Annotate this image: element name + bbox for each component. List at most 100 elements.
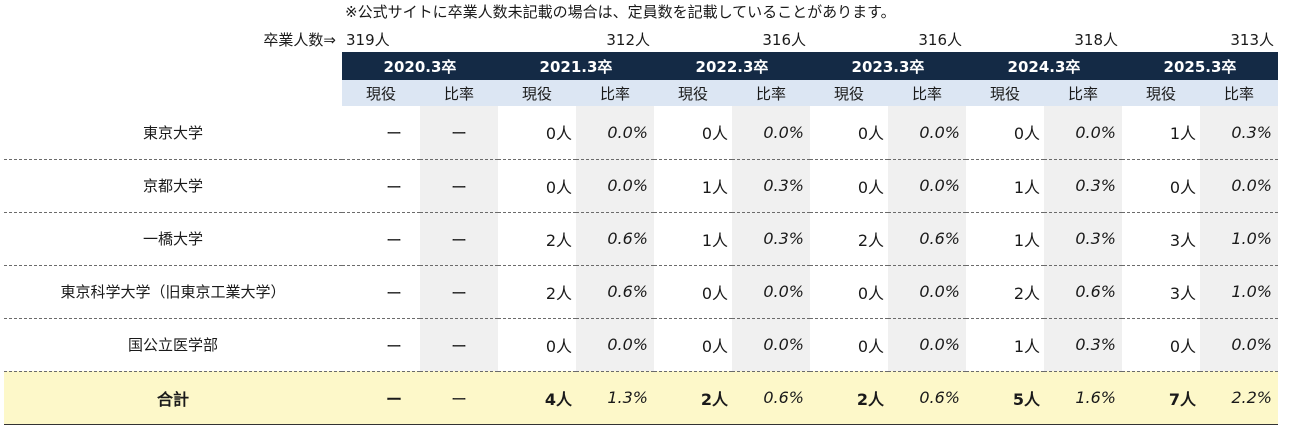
- cell-current: 0人: [1122, 159, 1200, 213]
- graduate-count-2021: 312人: [606, 30, 650, 49]
- cell-current: 3人: [1122, 212, 1200, 266]
- cell-current: 1人: [966, 212, 1044, 266]
- graduate-count-2022: 316人: [762, 30, 806, 49]
- cell-ratio: 0.0%: [732, 265, 810, 319]
- sub-header-ratio: 比率: [420, 80, 498, 106]
- cell-ratio: 0.3%: [1200, 106, 1278, 160]
- cell-ratio: 0.6%: [576, 265, 654, 319]
- cell-current: 0人: [654, 265, 732, 319]
- sub-header-row: 現役 比率 現役 比率 現役 比率 現役 比率 現役 比率 現役 比率: [4, 80, 1278, 106]
- total-current: 2人: [810, 371, 888, 425]
- year-header-2025: 2025.3卒: [1122, 52, 1278, 80]
- sub-header-ratio: 比率: [576, 80, 654, 106]
- cell-ratio: 0.3%: [732, 159, 810, 213]
- footnote: ※公式サイトに卒業人数未記載の場合は、定員数を記載していることがあります。: [345, 3, 896, 21]
- cell-current: ー: [342, 106, 420, 160]
- cell-ratio: 0.0%: [1200, 318, 1278, 372]
- cell-ratio: 0.3%: [1044, 159, 1122, 213]
- total-label: 合計: [4, 371, 342, 425]
- cell-ratio: 0.0%: [888, 318, 966, 372]
- cell-ratio: 0.0%: [576, 106, 654, 160]
- cell-ratio: ー: [420, 159, 498, 213]
- cell-current: 2人: [498, 265, 576, 319]
- cell-current: 0人: [654, 106, 732, 160]
- results-table: 卒業人数⇒ 319人 312人 316人 316人 318人 313人 2020…: [4, 26, 1278, 425]
- cell-ratio: ー: [420, 265, 498, 319]
- cell-current: ー: [342, 159, 420, 213]
- sub-header-current: 現役: [810, 80, 888, 106]
- total-ratio: 0.6%: [888, 371, 966, 425]
- total-current: 7人: [1122, 371, 1200, 425]
- year-header-2021: 2021.3卒: [498, 52, 654, 80]
- cell-current: 1人: [1122, 106, 1200, 160]
- cell-current: ー: [342, 318, 420, 372]
- total-ratio: ー: [420, 371, 498, 425]
- graduate-count-label: 卒業人数⇒: [263, 30, 336, 49]
- university-name: 東京大学: [4, 106, 342, 160]
- table-row: 一橋大学 ー ー 2人 0.6% 1人 0.3% 2人 0.6% 1人 0.3%…: [4, 212, 1278, 266]
- year-header-2020: 2020.3卒: [342, 52, 498, 80]
- cell-ratio: 0.0%: [888, 159, 966, 213]
- sub-header-ratio: 比率: [1044, 80, 1122, 106]
- cell-ratio: 0.0%: [888, 106, 966, 160]
- cell-ratio: ー: [420, 318, 498, 372]
- cell-ratio: 0.6%: [888, 212, 966, 266]
- sub-header-ratio: 比率: [732, 80, 810, 106]
- cell-ratio: ー: [420, 212, 498, 266]
- table-row: 東京科学大学（旧東京工業大学） ー ー 2人 0.6% 0人 0.0% 0人 0…: [4, 265, 1278, 319]
- cell-current: 2人: [498, 212, 576, 266]
- cell-ratio: 0.6%: [576, 212, 654, 266]
- cell-current: 3人: [1122, 265, 1200, 319]
- cell-current: 0人: [1122, 318, 1200, 372]
- cell-current: 0人: [810, 265, 888, 319]
- cell-current: 0人: [498, 106, 576, 160]
- cell-current: 1人: [654, 159, 732, 213]
- cell-current: 2人: [966, 265, 1044, 319]
- cell-ratio: 0.0%: [732, 318, 810, 372]
- cell-current: ー: [342, 212, 420, 266]
- cell-ratio: 0.0%: [1044, 106, 1122, 160]
- year-header-row: 2020.3卒 2021.3卒 2022.3卒 2023.3卒 2024.3卒 …: [4, 52, 1278, 80]
- university-name: 一橋大学: [4, 212, 342, 266]
- cell-ratio: 0.3%: [732, 212, 810, 266]
- cell-current: 0人: [810, 159, 888, 213]
- cell-ratio: 0.0%: [732, 106, 810, 160]
- cell-current: 1人: [966, 159, 1044, 213]
- cell-ratio: 0.0%: [888, 265, 966, 319]
- cell-current: 1人: [654, 212, 732, 266]
- year-header-2023: 2023.3卒: [810, 52, 966, 80]
- sub-header-ratio: 比率: [888, 80, 966, 106]
- year-header-2024: 2024.3卒: [966, 52, 1122, 80]
- total-current: 5人: [966, 371, 1044, 425]
- cell-current: 0人: [966, 106, 1044, 160]
- table-row: 東京大学 ー ー 0人 0.0% 0人 0.0% 0人 0.0% 0人 0.0%…: [4, 106, 1278, 160]
- cell-ratio: 0.3%: [1044, 212, 1122, 266]
- cell-ratio: ー: [420, 106, 498, 160]
- total-ratio: 1.3%: [576, 371, 654, 425]
- total-ratio: 0.6%: [732, 371, 810, 425]
- total-ratio: 2.2%: [1200, 371, 1278, 425]
- total-ratio: 1.6%: [1044, 371, 1122, 425]
- cell-current: 0人: [810, 106, 888, 160]
- cell-ratio: 0.3%: [1044, 318, 1122, 372]
- total-current: 2人: [654, 371, 732, 425]
- table-row: 京都大学 ー ー 0人 0.0% 1人 0.3% 0人 0.0% 1人 0.3%…: [4, 159, 1278, 213]
- sub-header-current: 現役: [654, 80, 732, 106]
- graduate-count-2024: 318人: [1074, 30, 1118, 49]
- cell-current: 1人: [966, 318, 1044, 372]
- cell-current: ー: [342, 265, 420, 319]
- sub-header-current: 現役: [966, 80, 1044, 106]
- graduate-count-2020: 319人: [346, 30, 390, 49]
- total-current: ー: [342, 371, 420, 425]
- cell-current: 2人: [810, 212, 888, 266]
- year-header-2022: 2022.3卒: [654, 52, 810, 80]
- cell-ratio: 1.0%: [1200, 265, 1278, 319]
- cell-current: 0人: [810, 318, 888, 372]
- graduate-count-2023: 316人: [918, 30, 962, 49]
- cell-ratio: 0.0%: [576, 159, 654, 213]
- total-current: 4人: [498, 371, 576, 425]
- graduate-count-row: 卒業人数⇒ 319人 312人 316人 316人 318人 313人: [4, 26, 1278, 52]
- cell-ratio: 0.0%: [1200, 159, 1278, 213]
- university-name: 東京科学大学（旧東京工業大学）: [4, 265, 342, 319]
- cell-ratio: 0.6%: [1044, 265, 1122, 319]
